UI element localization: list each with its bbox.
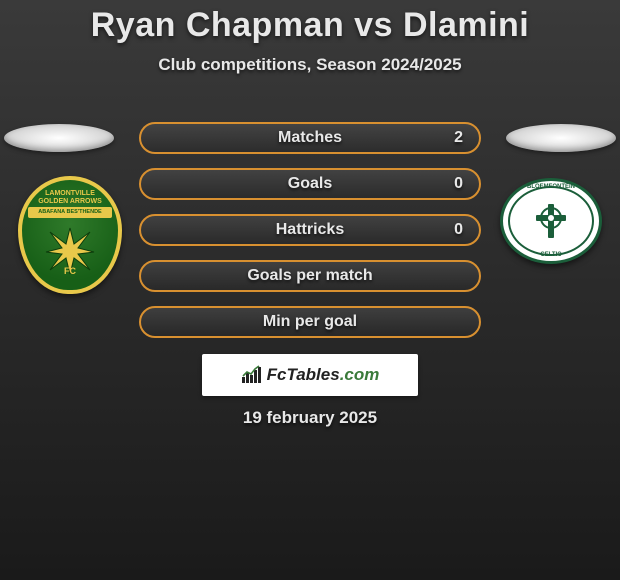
celtic-cross-icon — [528, 198, 574, 244]
stat-value-right: 0 — [454, 175, 463, 193]
brand-text: FcTables.com — [267, 365, 380, 385]
club-left-name-top: LAMONTVILLE — [45, 190, 95, 198]
stat-label: Goals — [288, 175, 332, 193]
stat-row-matches: Matches 2 — [139, 122, 481, 154]
stat-value-right: 0 — [454, 221, 463, 239]
date-text: 19 february 2025 — [0, 408, 620, 428]
stat-row-goals-per-match: Goals per match — [139, 260, 481, 292]
stat-row-hattricks: Hattricks 0 — [139, 214, 481, 246]
stat-label: Matches — [278, 129, 342, 147]
stat-value-right: 2 — [454, 129, 463, 147]
club-left-name-mid: GOLDEN ARROWS — [38, 198, 102, 206]
brand-box: FcTables.com — [202, 354, 418, 396]
page-title: Ryan Chapman vs Dlamini — [0, 0, 620, 45]
club-right-name-bottom: CELTIC — [503, 252, 599, 258]
brand-name: FcTables — [267, 365, 340, 384]
page-subtitle: Club competitions, Season 2024/2025 — [0, 55, 620, 75]
stat-label: Min per goal — [263, 313, 357, 331]
stat-row-goals: Goals 0 — [139, 168, 481, 200]
arrows-icon: FC — [40, 224, 100, 278]
stat-label: Goals per match — [247, 267, 372, 285]
player-photo-right — [506, 124, 616, 152]
stats-column: Matches 2 Goals 0 Hattricks 0 Goals per … — [139, 122, 481, 338]
stat-label: Hattricks — [276, 221, 344, 239]
club-badge-right: BLOEMFONTEIN CELTIC — [500, 178, 602, 264]
bar-chart-icon — [241, 365, 263, 385]
brand-suffix: .com — [340, 365, 380, 384]
stat-row-min-per-goal: Min per goal — [139, 306, 481, 338]
club-left-ribbon: ABAFANA BES'THENDE — [28, 207, 112, 218]
player-photo-left — [4, 124, 114, 152]
club-badge-left: LAMONTVILLE GOLDEN ARROWS ABAFANA BES'TH… — [18, 176, 122, 294]
svg-text:FC: FC — [64, 266, 76, 276]
